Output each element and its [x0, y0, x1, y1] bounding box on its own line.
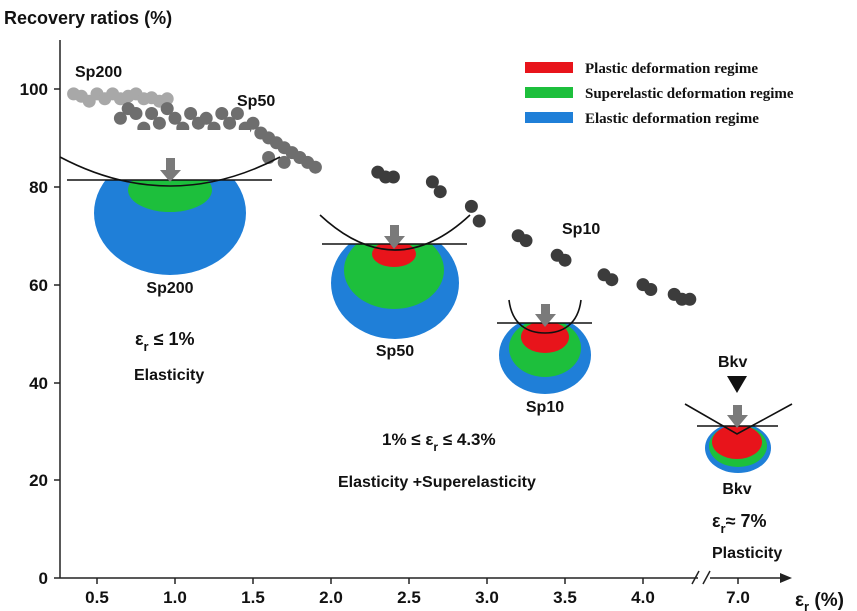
data-point-sp10 [605, 273, 619, 287]
indenter-tip [508, 299, 582, 334]
data-point-sp10 [683, 292, 697, 306]
axis-break-mark-1 [691, 570, 700, 585]
load-arrow-shaft [390, 225, 399, 237]
data-points [67, 87, 697, 306]
bkv-marker-triangle [727, 376, 747, 393]
y-tick-label: 20 [29, 471, 48, 490]
data-point-sp50 [168, 111, 182, 125]
plastic-zone [712, 425, 762, 459]
data-point-sp10 [558, 253, 572, 267]
x-tick-label: 3.0 [475, 588, 499, 607]
load-arrow-head [384, 236, 405, 249]
plastic-zone [372, 241, 416, 267]
load-arrow-head [160, 170, 181, 182]
data-point-sp10 [425, 175, 439, 189]
data-point-sp10 [433, 185, 447, 199]
superelastic-zone [344, 231, 444, 309]
x-tick-label: 2.5 [397, 588, 421, 607]
plastic-zone [521, 321, 569, 353]
indenter-tip [684, 403, 793, 435]
indenter-tip [319, 214, 471, 251]
legend-label-plastic: Plastic deformation regime [585, 61, 758, 77]
axis-break-mark-2 [702, 570, 711, 585]
schematic-sp200 [59, 130, 281, 275]
load-arrow-shaft [541, 304, 550, 315]
data-point-sp10 [472, 214, 486, 228]
plasticity-condition: εr≈ 7% [712, 511, 767, 536]
label-sp10-bottom: Sp10 [526, 399, 564, 416]
data-point-sp50 [129, 107, 143, 120]
x-tick-label: 1.5 [241, 588, 265, 607]
x-tick-label: 0.5 [85, 588, 109, 607]
y-tick-label: 60 [29, 276, 48, 295]
label-bkv-top: Bkv [718, 354, 747, 371]
data-point-sp50 [277, 155, 291, 169]
data-point-sp50 [160, 102, 174, 116]
load-arrow-head [727, 415, 748, 428]
legend-swatch-plastic [525, 62, 573, 73]
data-point-sp50 [308, 160, 322, 174]
superelasticity-condition: 1% ≤ εr ≤ 4.3% [382, 430, 496, 454]
label-sp10-top: Sp10 [562, 221, 600, 238]
legend-label-elastic: Elastic deformation regime [585, 111, 759, 127]
data-point-sp10 [464, 199, 478, 213]
data-point-sp50 [184, 107, 198, 120]
x-tick-label: 4.0 [631, 588, 655, 607]
elasticity-condition: εr ≤ 1% [135, 329, 195, 354]
schematic-sp10 [495, 290, 595, 394]
data-point-sp50 [246, 116, 260, 130]
data-point-sp10 [386, 170, 400, 184]
y-axis-label: Recovery ratios (%) [4, 8, 172, 28]
label-sp50-top: Sp50 [237, 93, 275, 110]
annotations: Sp200 Sp50 Sp10 Bkv Sp200 Sp50 Sp10 Bkv … [75, 64, 782, 562]
y-tick-label: 0 [39, 569, 48, 588]
data-point-sp10 [519, 234, 533, 248]
schematic-sp50 [319, 214, 471, 339]
label-sp50-bottom: Sp50 [376, 343, 414, 360]
data-point-sp50 [152, 116, 166, 130]
x-tick-label: 7.0 [726, 588, 750, 607]
y-tick-label: 100 [20, 80, 48, 99]
x-axis-label: εr (%) [795, 590, 844, 611]
legend-label-superelastic: Superelastic deformation regime [585, 86, 794, 102]
legend: Plastic deformation regime Superelastic … [525, 61, 794, 127]
schematic-bkv [684, 376, 793, 473]
legend-swatch-elastic [525, 112, 573, 123]
load-arrow-shaft [733, 405, 742, 416]
elasticity-label: Elasticity [134, 367, 204, 384]
x-tick-label: 2.0 [319, 588, 343, 607]
label-sp200-top: Sp200 [75, 64, 122, 81]
data-point-sp50 [223, 116, 237, 130]
plasticity-label: Plasticity [712, 545, 782, 562]
indenter-tip [59, 156, 281, 187]
data-point-sp10 [644, 283, 658, 296]
data-point-sp50 [145, 107, 159, 120]
x-tick-label: 1.0 [163, 588, 187, 607]
data-point-sp50 [215, 107, 229, 120]
data-point-sp50 [113, 111, 127, 125]
data-point-sp50 [199, 111, 213, 125]
y-tick-label: 40 [29, 374, 48, 393]
axes [59, 40, 792, 585]
data-point-sp200 [160, 92, 174, 106]
label-bkv-bottom: Bkv [722, 481, 751, 498]
x-axis-arrowhead [780, 573, 792, 583]
x-tick-label: 3.5 [553, 588, 577, 607]
y-tick-label: 80 [29, 178, 48, 197]
x-ticks: 0.5 1.0 1.5 2.0 2.5 3.0 3.5 4.0 7.0 [85, 578, 750, 607]
y-ticks: 0 20 40 60 80 100 [20, 80, 60, 588]
label-sp200-bottom: Sp200 [146, 280, 193, 297]
load-arrow-head [535, 314, 556, 327]
load-arrow-shaft [166, 158, 175, 170]
data-point-sp50 [230, 107, 244, 120]
legend-swatch-superelastic [525, 87, 573, 98]
superelasticity-label: Elasticity +Superelasticity [338, 474, 536, 491]
